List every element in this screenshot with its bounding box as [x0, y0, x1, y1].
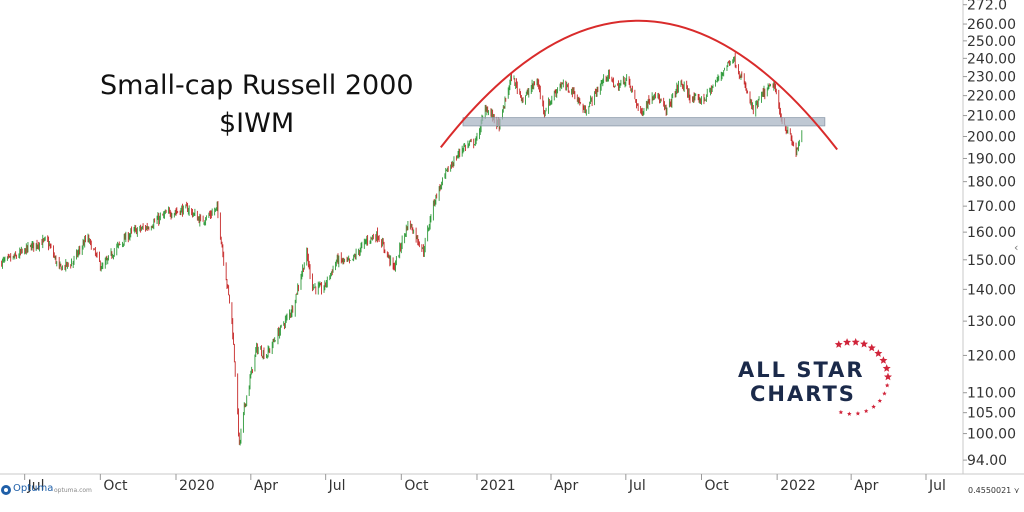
optuma-url: optuma.com [54, 487, 92, 494]
x-tick-label: Apr [554, 478, 578, 494]
y-tick-label: 170.00 [967, 199, 1016, 215]
x-tick-label: Oct [704, 478, 729, 494]
y-tick-label: 230.00 [967, 70, 1016, 86]
y-tick-label: 210.00 [967, 109, 1016, 125]
y-tick-label: 220.00 [967, 89, 1016, 105]
star-icon [843, 338, 852, 346]
star-icon [867, 343, 876, 352]
logo-stars [834, 337, 892, 416]
star-icon [847, 411, 852, 416]
optuma-brand: Optuma [13, 483, 54, 494]
chart-border [0, 0, 1024, 475]
y-tick-label: 250.00 [967, 34, 1016, 50]
star-icon [855, 411, 861, 416]
x-tick-label: 2022 [780, 478, 816, 494]
support-zone [462, 117, 826, 127]
y-tick-label: 100.00 [967, 427, 1016, 443]
y-tick-label: 260.00 [967, 17, 1016, 33]
y-tick-label: 190.00 [967, 151, 1016, 167]
y-tick-label: 120.00 [967, 348, 1016, 364]
x-tick-label: Apr [854, 478, 878, 494]
x-tick-label: Jul [27, 478, 45, 494]
y-tick-label: 110.00 [967, 386, 1016, 402]
star-icon [874, 349, 883, 357]
candlestick-series [1, 52, 803, 446]
star-icon [851, 337, 860, 346]
x-axis: Jul Oct 2020 Apr Jul Oct 2021 Apr Jul Oct 2022 Apr J… [24, 474, 946, 494]
logo-line-2: CHARTS [750, 382, 856, 406]
star-icon [871, 404, 876, 409]
y-tick-label: 200.00 [967, 129, 1016, 145]
star-icon [879, 356, 888, 364]
star-icon [834, 340, 843, 348]
logo-line-1: ALL STAR [738, 358, 865, 382]
x-tick-label: 2021 [480, 478, 516, 494]
svg-text:‹: ‹ [1014, 241, 1018, 254]
x-tick-label: Jul [628, 478, 646, 494]
x-tick-label: Oct [404, 478, 429, 494]
y-tick-label: 140.00 [967, 282, 1016, 298]
support-zone-layer [462, 117, 826, 127]
star-icon [883, 372, 892, 381]
y-tick-label: 160.00 [967, 225, 1016, 241]
star-icon [882, 364, 891, 372]
y-tick-label: 130.00 [967, 314, 1016, 330]
star-icon [882, 391, 887, 396]
rounding-top-arc [440, 19, 838, 151]
x-tick-label: Jul [328, 478, 346, 494]
y-tick-label: 94.00 [967, 453, 1007, 469]
star-icon [863, 408, 869, 414]
chart-annotation-title: Small-cap Russell 2000 [100, 70, 414, 101]
y-tick-label: 272.0 [967, 0, 1007, 14]
price-readout: 0.4550021 ⋎ [968, 486, 1020, 495]
star-icon [877, 398, 883, 403]
star-icon [860, 339, 869, 348]
y-tick-label: 150.00 [967, 253, 1016, 269]
x-tick-label: Apr [254, 478, 278, 494]
chart-annotation-ticker: $IWM [219, 108, 295, 139]
x-tick-label: 2020 [179, 478, 215, 494]
rounding-top-arc-layer [440, 19, 838, 151]
optuma-logo-icon [1, 485, 11, 495]
star-icon [884, 383, 890, 388]
x-tick-label: Jul [928, 478, 946, 494]
y-tick-label: 180.00 [967, 175, 1016, 191]
x-tick-label: Oct [103, 478, 128, 494]
scroll-handle[interactable]: ‹ [1014, 241, 1018, 254]
y-tick-label: 105.00 [967, 406, 1016, 422]
y-tick-label: 240.00 [967, 51, 1016, 67]
star-icon [838, 409, 844, 415]
